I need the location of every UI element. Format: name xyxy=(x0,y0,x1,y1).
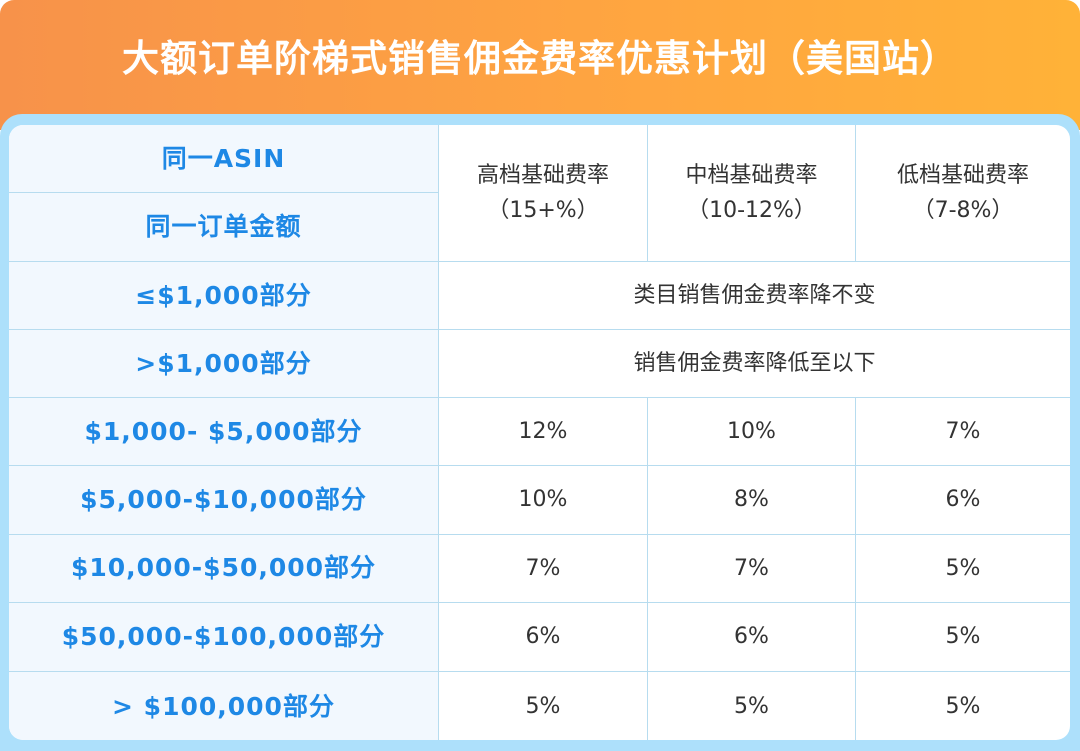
rate-cell: 5% xyxy=(856,603,1070,672)
rate-cell: 5% xyxy=(856,535,1070,604)
row-label: $50,000-$100,000部分 xyxy=(9,603,439,672)
rate-cell: 7% xyxy=(439,534,648,604)
rate-cell: 8% xyxy=(648,466,856,535)
rate-cell: 6% xyxy=(439,603,648,672)
rate-cell: 7% xyxy=(648,534,856,604)
row-label: $10,000-$50,000部分 xyxy=(9,534,439,604)
commission-table: 同一ASIN 同一订单金额 高档基础费率 （15+%） 中档基础费率 （10-1… xyxy=(9,125,1070,740)
rate-cell: 10% xyxy=(648,398,856,467)
header-mid-tier: 中档基础费率 （10-12%） xyxy=(648,125,856,262)
rate-cell: 5% xyxy=(648,671,856,740)
title-banner xyxy=(0,0,1080,130)
rate-cell: 10% xyxy=(439,466,648,535)
column-name: 低档基础费率 xyxy=(896,162,1029,188)
header-low-tier: 低档基础费率 （7-8%） xyxy=(856,125,1070,262)
rate-cell: 5% xyxy=(945,694,981,719)
rate-cell: 6% xyxy=(856,466,1070,535)
rate-cell: 12% xyxy=(439,398,648,467)
row-label: >$1,000部分 xyxy=(9,330,439,398)
column-range: （15+%） xyxy=(487,198,599,223)
row-label: ≤$1,000部分 xyxy=(9,262,439,330)
rate-cell: 6% xyxy=(648,603,856,672)
header-asin: 同一ASIN xyxy=(9,125,439,193)
rate-cell: 5% xyxy=(439,671,648,740)
row-label: $5,000-$10,000部分 xyxy=(9,466,439,535)
column-name: 中档基础费率 xyxy=(685,162,818,188)
header-high-tier: 高档基础费率 （15+%） xyxy=(439,125,648,262)
column-name: 高档基础费率 xyxy=(476,162,609,188)
span-cell: 类目销售佣金费率降不变 xyxy=(439,262,1070,330)
row-label: $1,000- $5,000部分 xyxy=(9,398,439,467)
row-label: > $100,000部分 xyxy=(9,671,439,740)
span-cell: 销售佣金费率降低至以下 xyxy=(439,330,1070,398)
column-range: （7-8%） xyxy=(912,198,1014,223)
rate-cell: 7% xyxy=(856,398,1070,467)
page-title: 大额订单阶梯式销售佣金费率优惠计划（美国站） xyxy=(122,37,958,80)
header-order-amount: 同一订单金额 xyxy=(9,193,439,262)
column-range: （10-12%） xyxy=(687,198,816,223)
